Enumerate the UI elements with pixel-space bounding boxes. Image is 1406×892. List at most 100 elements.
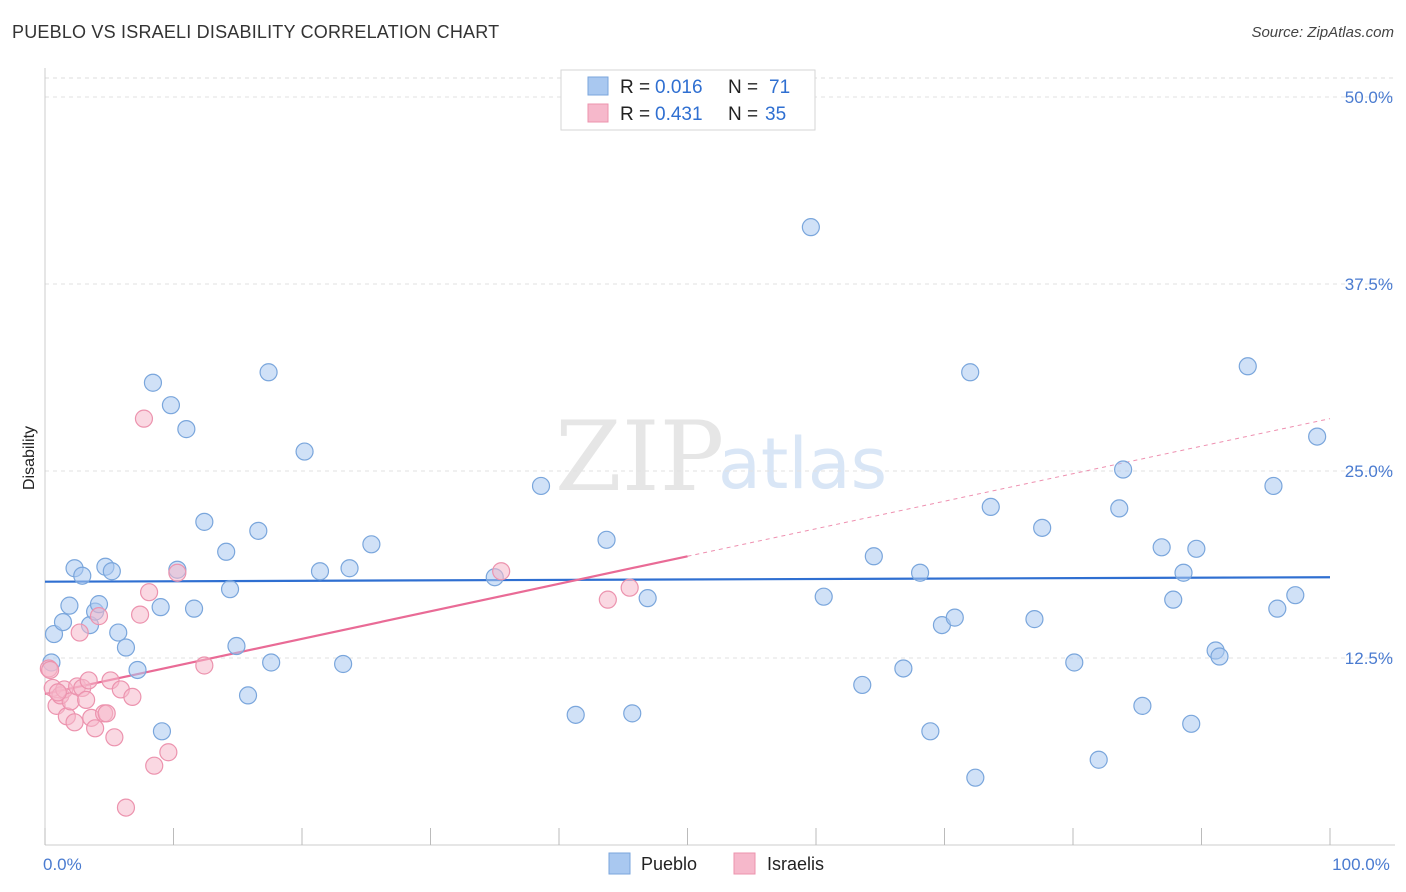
data-point-pueblo [220,580,240,599]
data-points [39,218,1327,817]
data-point-pueblo [1187,539,1206,558]
chart-title: PUEBLO VS ISRAELI DISABILITY CORRELATION… [12,22,500,42]
data-point-pueblo [894,659,913,678]
data-point-israelis [195,656,214,675]
data-point-pueblo [566,705,585,724]
legend-r-label-2: R = [620,104,650,125]
data-point-pueblo [73,566,92,585]
data-point-pueblo [1182,714,1201,733]
data-point-pueblo [1174,563,1193,582]
stats-legend: R = 0.016 N = 71 R = 0.431 N = 35 [560,69,816,131]
legend-r-value-2: 0.431 [655,104,703,125]
data-point-pueblo [1268,599,1287,618]
data-point-pueblo [116,638,136,657]
data-point-pueblo [334,654,353,674]
grid [45,77,1395,659]
data-point-pueblo [1114,460,1133,479]
data-point-israelis [598,590,617,609]
data-point-israelis [134,409,154,428]
y-tick-label: 37.5% [1345,275,1393,294]
data-point-pueblo [966,768,985,787]
data-point-israelis [130,605,150,624]
data-point-israelis [41,660,60,680]
data-point-pueblo [1110,499,1129,518]
y-tick-label: 50.0% [1345,88,1393,107]
data-point-pueblo [259,363,278,382]
data-point-pueblo [1238,357,1257,376]
data-point-pueblo [102,562,121,581]
data-point-pueblo [161,396,181,415]
data-point-pueblo [1025,610,1044,629]
data-point-pueblo [152,722,172,741]
data-point-israelis [48,683,67,702]
data-point-pueblo [177,420,196,439]
data-point-pueblo [1133,696,1152,715]
data-point-israelis [492,562,511,581]
data-point-pueblo [362,535,381,554]
watermark: ZIP atlas [555,401,887,513]
data-point-pueblo [249,521,268,540]
data-point-israelis [145,756,164,775]
data-point-israelis [77,690,96,709]
data-point-pueblo [961,363,980,382]
trend-line-israelis [44,555,688,695]
y-tick-label: 12.5% [1345,649,1393,668]
data-point-israelis [89,607,109,626]
trend-line-pueblo [44,576,1331,583]
axes: 12.5% 25.0% 37.5% 50.0% 0.0% 100.0% [43,68,1395,874]
data-point-pueblo [151,598,170,617]
data-point-pueblo [638,589,657,608]
data-point-pueblo [109,623,128,642]
y-tick-label: 25.0% [1345,462,1393,481]
legend-n-label-1: N = [728,77,758,98]
data-point-pueblo [217,542,236,561]
data-point-israelis [116,798,136,817]
legend-n-label-2: N = [728,104,758,125]
data-point-pueblo [945,608,964,627]
watermark-zip: ZIP [555,401,724,513]
series-israelis [39,409,639,817]
data-point-israelis [105,728,124,747]
data-point-israelis [123,687,142,706]
data-point-israelis [86,719,105,738]
bottom-legend-swatch-israelis [733,852,756,875]
data-point-pueblo [184,599,204,618]
legend-r-value-1: 0.016 [655,77,703,98]
data-point-pueblo [1210,647,1229,666]
data-point-pueblo [921,722,940,741]
data-point-pueblo [853,675,872,695]
data-point-israelis [139,583,159,602]
watermark-atlas: atlas [718,423,887,505]
legend-n-value-2: 35 [765,104,786,125]
data-point-pueblo [623,704,642,723]
data-point-pueblo [981,497,1000,517]
data-point-israelis [70,623,89,642]
legend-n-value-1: 71 [769,77,790,98]
data-point-pueblo [143,373,163,392]
data-point-pueblo [238,686,258,705]
data-point-pueblo [531,476,551,496]
x-tick-label: 0.0% [43,855,82,874]
data-point-pueblo [597,530,616,549]
data-point-pueblo [1065,653,1084,672]
data-point-israelis [97,704,116,723]
data-point-pueblo [195,512,214,531]
legend-swatch-israelis [587,103,609,123]
data-point-pueblo [1164,590,1183,609]
legend-r-label-1: R = [620,77,650,98]
data-point-pueblo [801,218,820,237]
data-point-pueblo [295,442,314,461]
source-label: Source: ZipAtlas.com [1251,24,1394,41]
data-point-pueblo [1152,538,1171,557]
data-point-israelis [65,713,84,732]
data-point-pueblo [60,596,79,615]
series-legend: Pueblo Israelis [608,852,824,875]
data-point-israelis [79,671,98,690]
data-point-pueblo [1286,586,1305,605]
data-point-pueblo [227,636,246,656]
bottom-legend-swatch-pueblo [608,852,631,875]
bottom-legend-label-pueblo: Pueblo [641,854,697,874]
data-point-pueblo [814,587,833,606]
legend-swatch-pueblo [587,76,609,96]
